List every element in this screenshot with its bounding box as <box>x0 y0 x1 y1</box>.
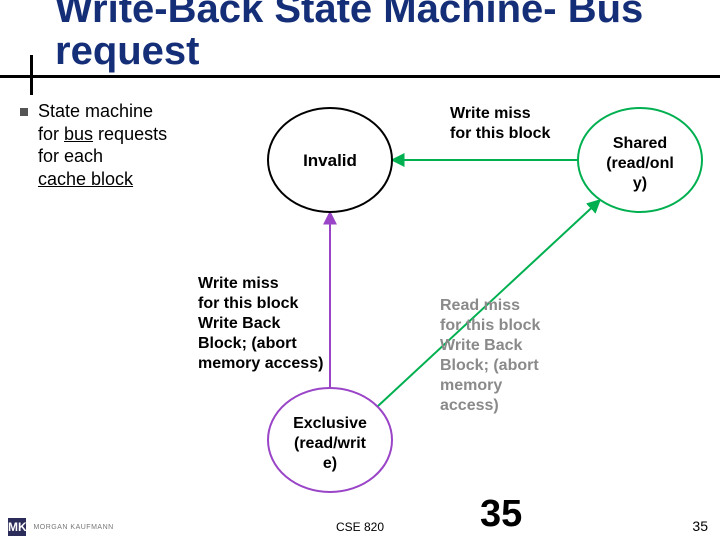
edge-label-write-miss-excl-3: Block; (abort <box>198 335 297 352</box>
state-invalid-label: Invalid <box>303 151 357 170</box>
state-shared-label-1: (read/onl <box>606 155 674 172</box>
state-exclusive-label-0: Exclusive <box>293 415 367 432</box>
edge-label-read-miss-1: for this block <box>440 317 541 334</box>
edge-label-read-miss-3: Block; (abort <box>440 357 539 374</box>
edge-label-read-miss-2: Write Back <box>440 337 523 354</box>
state-shared-label-0: Shared <box>613 135 667 152</box>
page-number-small: 35 <box>692 518 708 534</box>
edge-label-read-miss-5: access) <box>440 397 499 414</box>
edge-label-write-miss-excl-0: Write miss <box>198 275 279 292</box>
edge-label-write-miss-shared-0: Write miss <box>450 105 531 122</box>
edge-label-read-miss-4: memory <box>440 377 502 394</box>
edge-label-read-miss-0: Read miss <box>440 297 520 314</box>
edge-label-write-miss-excl-2: Write Back <box>198 315 281 332</box>
footer-center: CSE 820 <box>0 520 720 534</box>
edge-label-write-miss-shared-1: for this block <box>450 125 551 142</box>
state-exclusive-label-2: e) <box>323 455 337 472</box>
state-diagram: Invalid Shared (read/onl y) Exclusive (r… <box>0 0 720 540</box>
edge-label-write-miss-excl-1: for this block <box>198 295 299 312</box>
slide: Write-Back State Machine- Bus request St… <box>0 0 720 540</box>
footer: MK MORGAN KAUFMANN CSE 820 35 <box>0 514 720 540</box>
state-shared-label-2: y) <box>633 175 647 192</box>
state-exclusive-label-1: (read/writ <box>294 435 367 452</box>
edge-label-write-miss-excl-4: memory access) <box>198 355 323 372</box>
